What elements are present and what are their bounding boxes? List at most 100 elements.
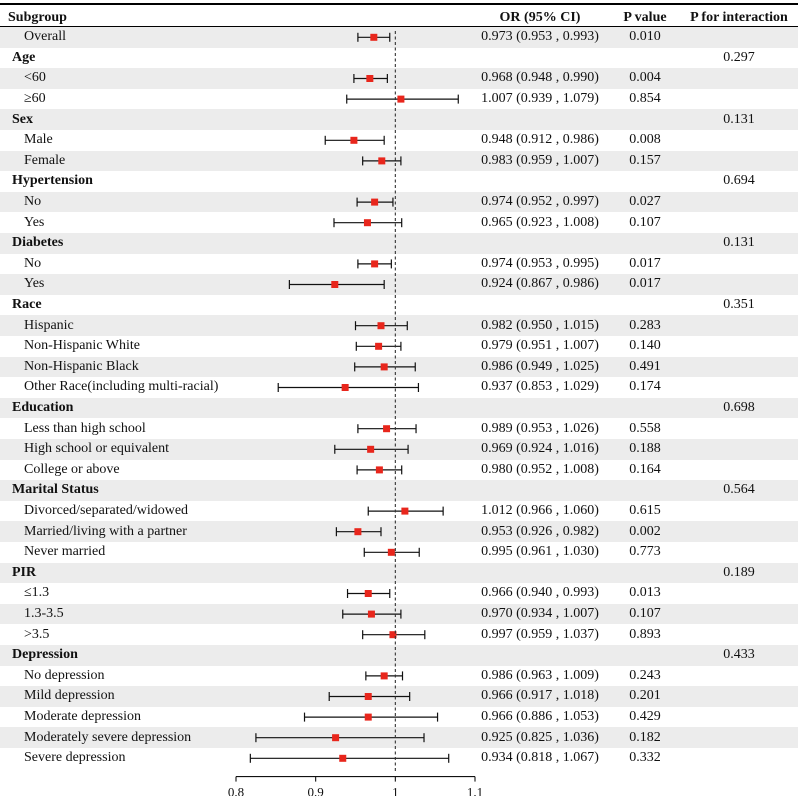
p-interaction-value xyxy=(680,460,798,481)
subgroup-label: Male xyxy=(24,132,53,148)
subgroup-label: Yes xyxy=(24,276,45,292)
group-header-row: Diabetes 0.131 xyxy=(0,233,798,254)
or-ci-value: 0.973 (0.953 , 0.993) xyxy=(481,29,599,45)
or-ci-value: 0.986 (0.963 , 1.009) xyxy=(481,667,599,683)
subgroup-label: Non-Hispanic Black xyxy=(24,358,139,374)
subgroup-label: ≥60 xyxy=(24,91,46,107)
subgroup-label: College or above xyxy=(24,461,120,477)
x-tick-label: 1.1 xyxy=(467,785,483,796)
table-row: 1.3-3.5 0.970 (0.934 , 1.007) 0.107 xyxy=(0,603,798,625)
or-ci-value: 0.966 (0.917 , 1.018) xyxy=(481,688,599,704)
subgroup-label: PIR xyxy=(12,564,37,580)
group-header-row: Marital Status 0.564 xyxy=(0,480,798,501)
p-interaction-value xyxy=(680,666,798,687)
or-ci-value: 0.983 (0.959 , 1.007) xyxy=(481,152,599,168)
or-ci-value: 0.979 (0.951 , 1.007) xyxy=(481,338,599,354)
subgroup-label: Never married xyxy=(24,544,106,560)
p-interaction-value xyxy=(680,192,798,213)
subgroup-label: Age xyxy=(12,49,36,65)
subgroup-label: Moderately severe depression xyxy=(24,729,192,745)
or-ci-value: 0.925 (0.825 , 1.036) xyxy=(481,729,599,745)
subgroup-label: Education xyxy=(12,400,74,416)
or-ci-value: 0.970 (0.934 , 1.007) xyxy=(481,606,599,622)
p-value: 0.027 xyxy=(629,194,661,210)
group-header-row: Sex 0.131 xyxy=(0,109,798,130)
table-row: No 0.974 (0.953 , 0.995) 0.017 xyxy=(0,254,798,275)
p-interaction-value xyxy=(680,151,798,172)
table-row: Married/living with a partner 0.953 (0.92… xyxy=(0,521,798,542)
p-value: 0.429 xyxy=(629,709,661,725)
p-interaction-value: 0.189 xyxy=(723,564,755,580)
p-interaction-value xyxy=(680,254,798,275)
p-interaction-value xyxy=(680,501,798,522)
or-ci-value: 0.953 (0.926 , 0.982) xyxy=(481,523,599,539)
subgroup-label: No xyxy=(24,194,42,210)
or-ci-value: 0.982 (0.950 , 1.015) xyxy=(481,317,599,333)
or-ci-value: 0.948 (0.912 , 0.986) xyxy=(481,132,599,148)
table-row: Non-Hispanic Black 0.986 (0.949 , 1.025) 0… xyxy=(0,356,798,378)
subgroup-label: Moderate depression xyxy=(24,709,142,725)
p-interaction-value: 0.351 xyxy=(723,297,755,313)
table-row: Mild depression 0.966 (0.917 , 1.018) 0.20… xyxy=(0,686,798,707)
p-interaction-value xyxy=(680,377,798,398)
table-row: Severe depression 0.934 (0.818 , 1.067) 0.… xyxy=(0,748,798,769)
subgroup-label: Race xyxy=(12,297,42,313)
x-tick-label: 0.8 xyxy=(228,785,244,796)
or-ci-value: 0.934 (0.818 , 1.067) xyxy=(481,750,599,766)
or-ci-value: 0.997 (0.959 , 1.037) xyxy=(481,626,599,642)
table-row: Less than high school 0.989 (0.953 , 1.02… xyxy=(0,418,798,439)
table-row: Non-Hispanic White 0.979 (0.951 , 1.007) 0… xyxy=(0,336,798,357)
table-row: Never married 0.995 (0.961 , 1.030) 0.773 xyxy=(0,542,798,563)
table-row: Moderate depression 0.966 (0.886 , 1.053)… xyxy=(0,707,798,728)
p-interaction-value xyxy=(680,130,798,151)
subgroup-label: Less than high school xyxy=(24,420,146,436)
or-ci-value: 0.980 (0.952 , 1.008) xyxy=(481,461,599,477)
p-value: 0.017 xyxy=(629,276,661,292)
subgroup-label: Overall xyxy=(24,29,66,45)
subgroup-label: Sex xyxy=(12,111,33,127)
p-interaction-value xyxy=(680,604,798,625)
table-row: Male 0.948 (0.912 , 0.986) 0.008 xyxy=(0,130,798,151)
p-value: 0.332 xyxy=(629,750,661,766)
table-row: Hispanic 0.982 (0.950 , 1.015) 0.283 xyxy=(0,315,798,336)
table-row: Overall 0.973 (0.953 , 0.993) 0.010 xyxy=(0,27,798,48)
p-interaction-value xyxy=(680,274,798,295)
p-interaction-value xyxy=(680,583,798,604)
p-value: 0.243 xyxy=(629,667,661,683)
header-p-interaction: P for interaction xyxy=(690,10,788,25)
or-ci-value: 0.969 (0.924 , 1.016) xyxy=(481,441,599,457)
p-interaction-value xyxy=(680,89,798,110)
p-interaction-value xyxy=(680,727,798,748)
p-interaction-value xyxy=(680,624,798,645)
table-row: Female 0.983 (0.959 , 1.007) 0.157 xyxy=(0,150,798,172)
table-row: Divorced/separated/widowed 1.012 (0.966 ,… xyxy=(0,501,798,522)
p-value: 0.010 xyxy=(629,29,661,45)
header-p-value: P value xyxy=(623,10,667,25)
table-row: Yes 0.965 (0.923 , 1.008) 0.107 xyxy=(0,212,798,233)
or-ci-value: 0.966 (0.886 , 1.053) xyxy=(481,709,599,725)
subgroup-label: >3.5 xyxy=(24,626,50,642)
subgroup-label: Marital Status xyxy=(12,482,99,498)
p-value: 0.013 xyxy=(629,585,661,601)
p-value: 0.283 xyxy=(629,317,661,333)
table-row: ≤1.3 0.966 (0.940 , 0.993) 0.013 xyxy=(0,583,798,604)
table-row: ≥60 1.007 (0.939 , 1.079) 0.854 xyxy=(0,89,798,110)
group-header-row: Hypertension 0.694 xyxy=(0,171,798,192)
table-row: No depression 0.986 (0.963 , 1.009) 0.243 xyxy=(0,666,798,687)
p-interaction-value xyxy=(680,686,798,707)
group-header-row: Education 0.698 xyxy=(0,397,798,419)
p-value: 0.017 xyxy=(629,255,661,271)
subgroup-label: <60 xyxy=(24,70,46,86)
subgroup-label: Non-Hispanic White xyxy=(24,338,140,354)
or-ci-value: 0.974 (0.953 , 0.995) xyxy=(481,255,599,271)
p-interaction-value xyxy=(680,521,798,542)
p-value: 0.491 xyxy=(629,358,661,374)
p-value: 0.107 xyxy=(629,606,661,622)
subgroup-label: No depression xyxy=(24,667,105,683)
p-value: 0.140 xyxy=(629,338,661,354)
p-value: 0.008 xyxy=(629,132,661,148)
subgroup-label: Married/living with a partner xyxy=(24,523,187,539)
table-row: Moderately severe depression 0.925 (0.825… xyxy=(0,727,798,748)
p-interaction-value: 0.564 xyxy=(723,482,755,498)
